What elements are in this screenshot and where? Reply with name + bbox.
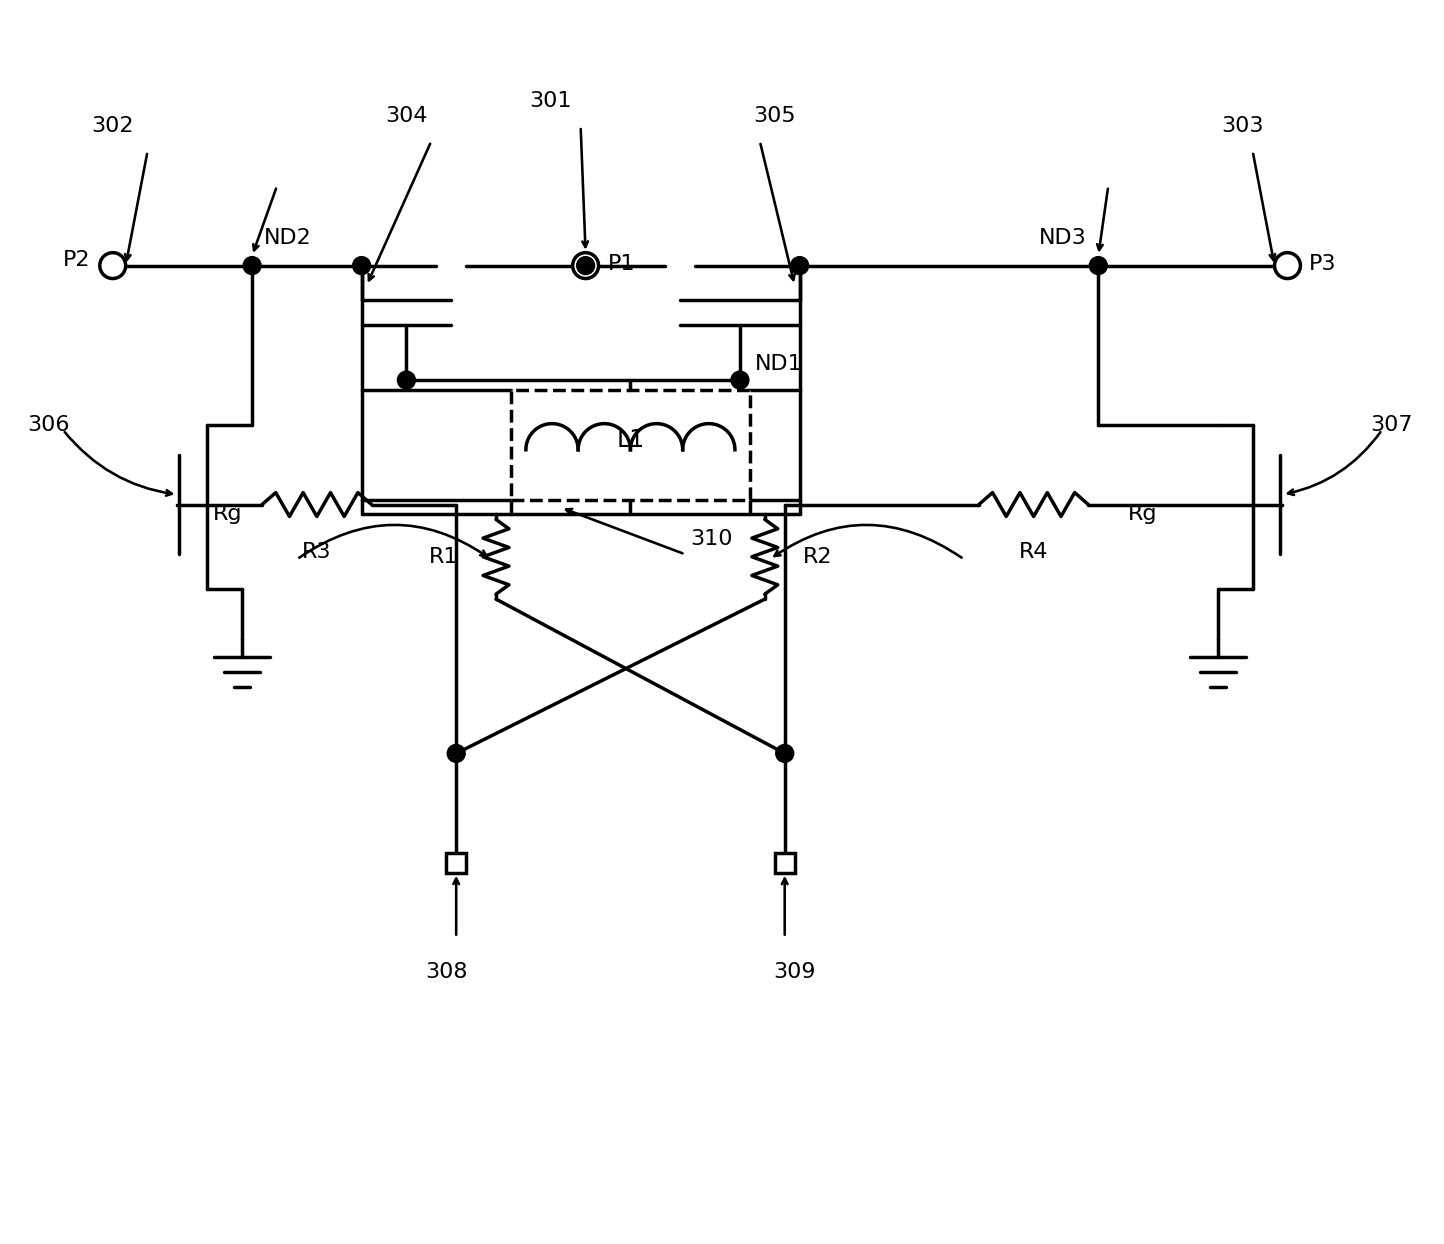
Circle shape bbox=[775, 744, 794, 763]
Text: R1: R1 bbox=[429, 547, 458, 567]
Circle shape bbox=[100, 253, 126, 279]
Text: 305: 305 bbox=[754, 106, 796, 126]
Text: 309: 309 bbox=[774, 963, 816, 983]
Circle shape bbox=[791, 256, 809, 275]
Text: L1: L1 bbox=[617, 428, 644, 452]
Circle shape bbox=[731, 371, 749, 389]
Text: 304: 304 bbox=[386, 106, 427, 126]
Circle shape bbox=[448, 744, 465, 763]
Text: Rg: Rg bbox=[212, 505, 243, 525]
Text: 306: 306 bbox=[27, 415, 69, 435]
Text: P3: P3 bbox=[1310, 254, 1337, 274]
Text: P1: P1 bbox=[608, 254, 635, 274]
Text: ND1: ND1 bbox=[755, 355, 803, 374]
Text: R3: R3 bbox=[302, 542, 332, 562]
Circle shape bbox=[576, 256, 595, 275]
Circle shape bbox=[1089, 256, 1108, 275]
Text: 302: 302 bbox=[91, 116, 134, 136]
Bar bbox=[446, 853, 466, 873]
Text: ND3: ND3 bbox=[1038, 228, 1086, 248]
Circle shape bbox=[397, 371, 416, 389]
Text: R2: R2 bbox=[803, 547, 832, 567]
Text: 301: 301 bbox=[530, 91, 572, 111]
Text: P2: P2 bbox=[64, 250, 91, 270]
Text: 307: 307 bbox=[1370, 415, 1414, 435]
Circle shape bbox=[352, 256, 371, 275]
Circle shape bbox=[243, 256, 261, 275]
Text: 303: 303 bbox=[1222, 116, 1264, 136]
Text: 308: 308 bbox=[425, 963, 468, 983]
Text: ND2: ND2 bbox=[264, 228, 312, 248]
Text: R4: R4 bbox=[1019, 542, 1048, 562]
Bar bbox=[511, 391, 749, 500]
Text: Rg: Rg bbox=[1128, 505, 1158, 525]
Text: 310: 310 bbox=[690, 530, 732, 550]
Bar bbox=[775, 853, 794, 873]
Circle shape bbox=[573, 253, 599, 279]
Circle shape bbox=[1275, 253, 1301, 279]
